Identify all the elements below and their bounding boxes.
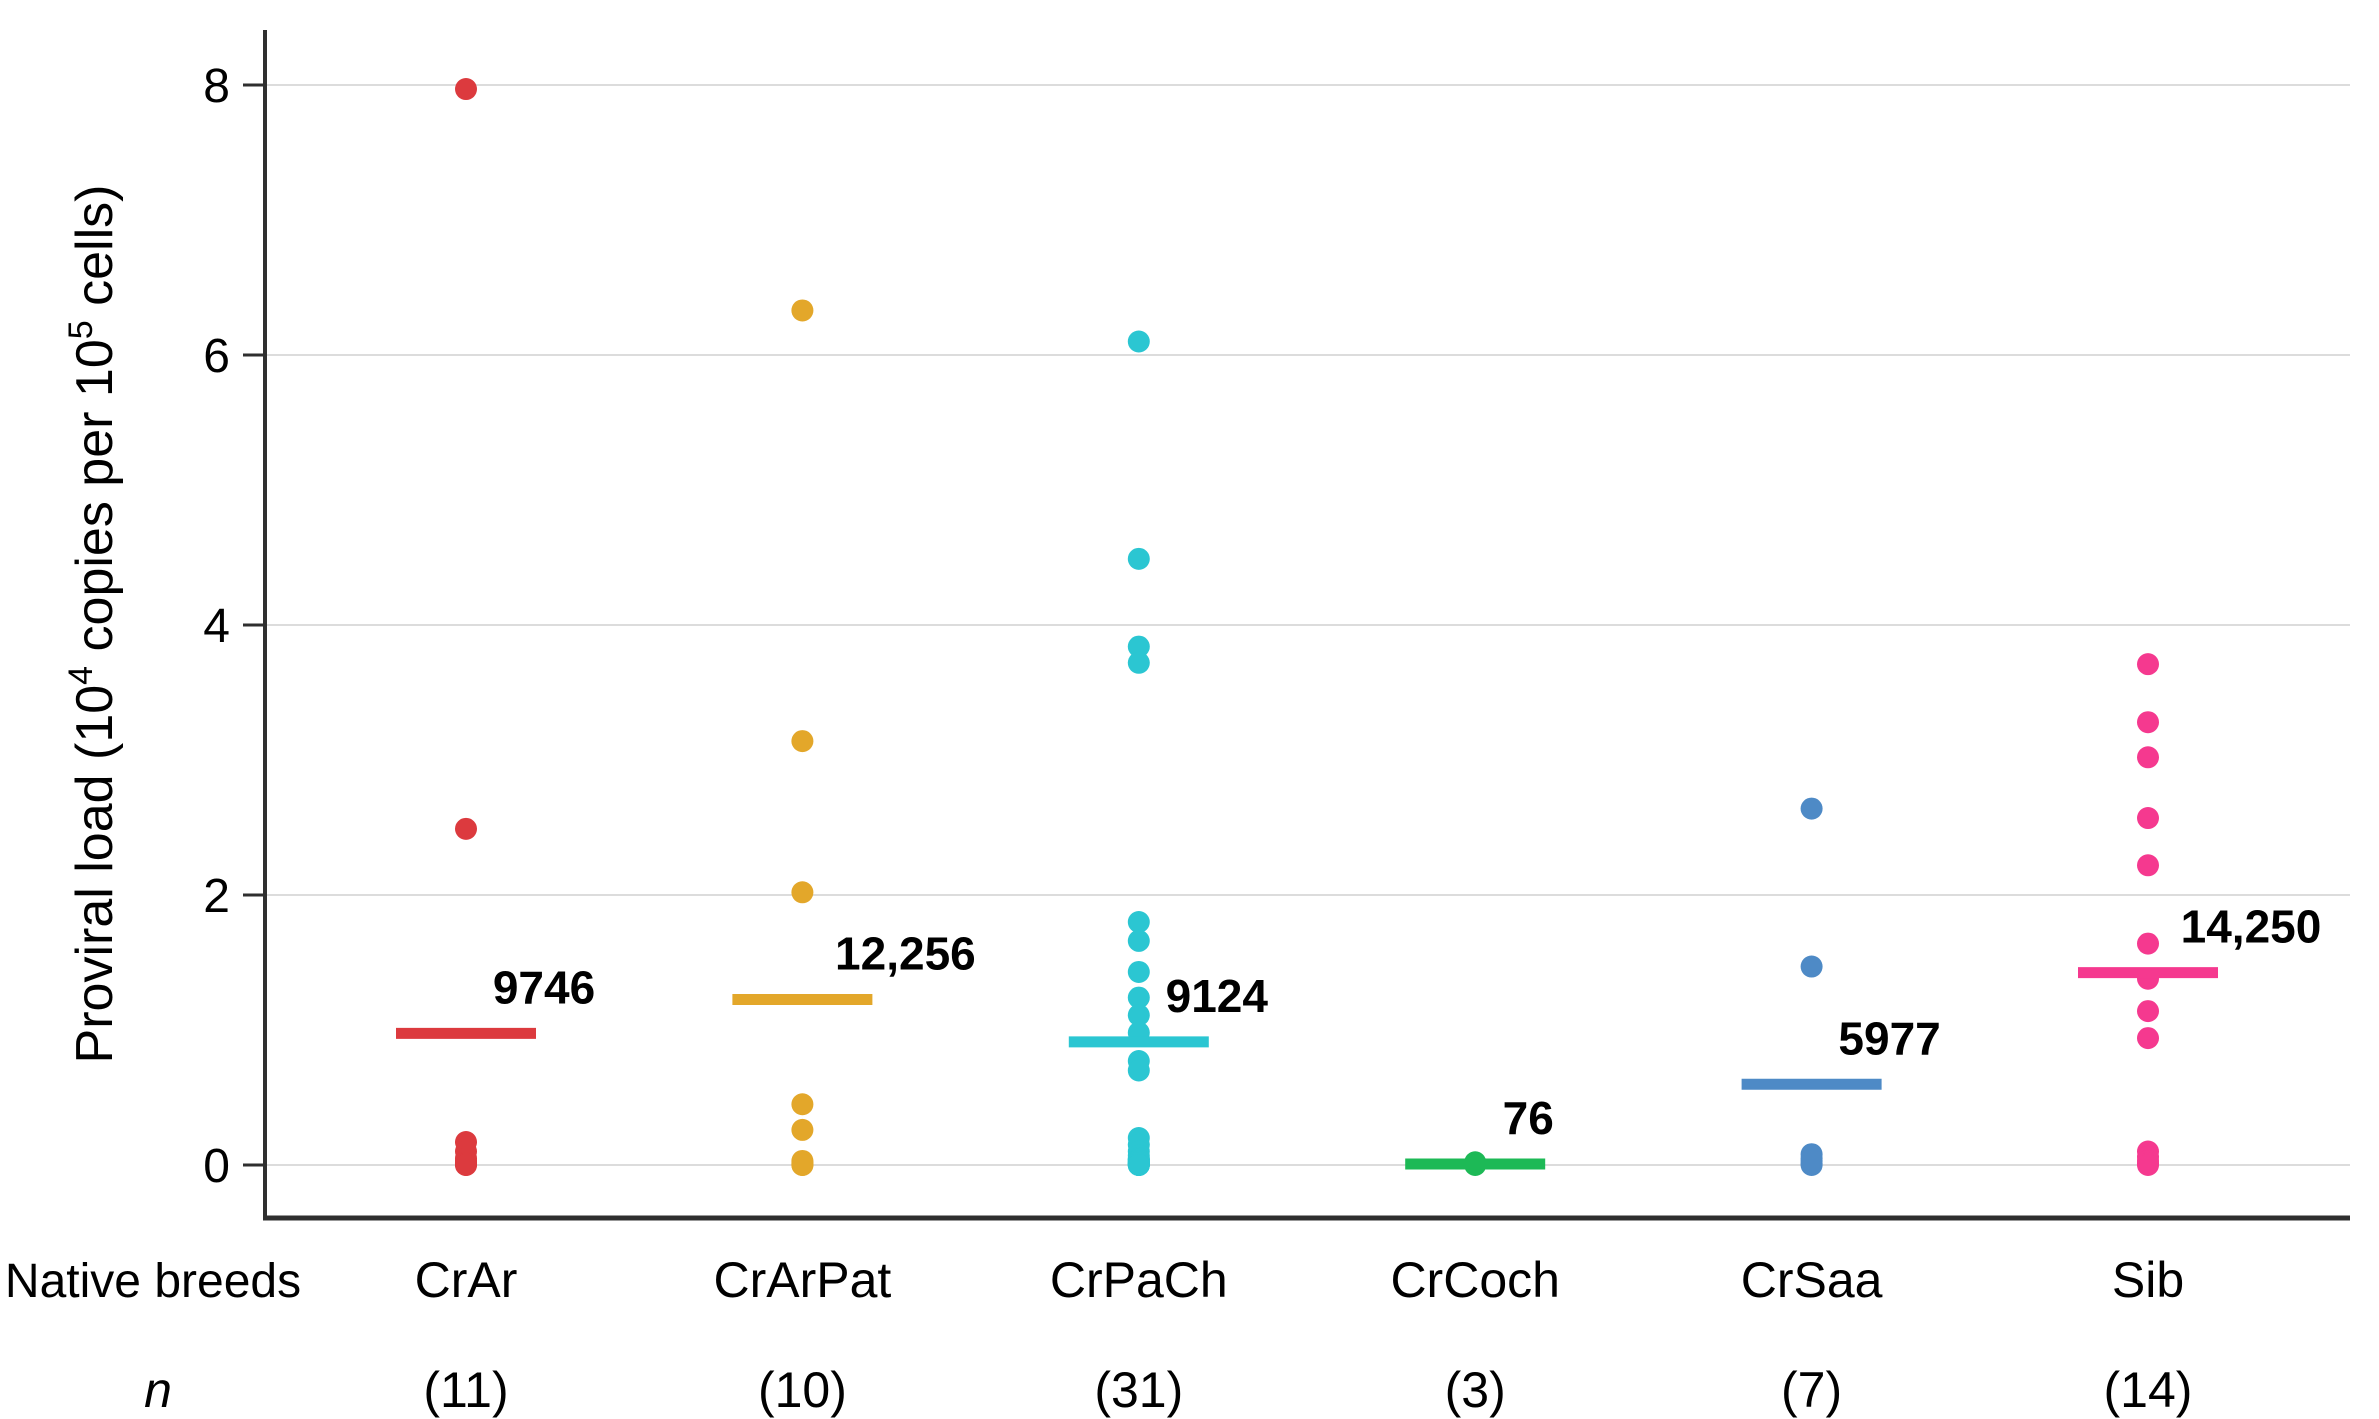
data-point	[1127, 911, 1150, 933]
sample-count-label: (7)	[1781, 1362, 1842, 1418]
mean-value-label: 5977	[1838, 1012, 1940, 1064]
data-point	[2137, 1000, 2159, 1023]
series-CrSaa: 5977	[1741, 797, 1941, 1176]
y-axis-title: Proviral load (104 copies per 105 cells)	[62, 185, 124, 1064]
data-point	[791, 730, 814, 753]
data-point	[791, 881, 814, 904]
mean-value-label: 9124	[1166, 970, 1269, 1022]
series-CrAr: 9746	[396, 78, 595, 1176]
data-point	[791, 1118, 814, 1141]
data-point	[791, 1154, 814, 1176]
series-CrArPat: 12,256	[732, 299, 976, 1176]
data-series: 9746 12,256 9124 76 5977 14,250	[396, 78, 2321, 1176]
data-point	[2137, 854, 2159, 877]
data-point	[1800, 955, 1823, 978]
y-tick-label: 6	[203, 330, 230, 383]
breed-label: CrSaa	[1741, 1252, 1883, 1308]
data-point	[455, 1154, 477, 1176]
breed-label: CrPaCh	[1050, 1252, 1228, 1308]
gridlines	[265, 84, 2350, 1166]
mean-value-label: 76	[1503, 1092, 1554, 1144]
breed-label: CrArPat	[713, 1252, 891, 1308]
data-point	[2137, 746, 2159, 769]
data-point	[1127, 960, 1150, 983]
breed-label: Sib	[2112, 1252, 2184, 1308]
data-point	[1127, 1059, 1150, 1082]
x-axis-header: Native breeds	[5, 1255, 301, 1308]
data-point	[2137, 807, 2159, 830]
data-point	[1127, 330, 1150, 353]
series-Sib: 14,250	[2078, 653, 2321, 1176]
y-tick-label: 0	[203, 1140, 230, 1193]
data-point	[1127, 547, 1150, 570]
sample-count-label: (3)	[1445, 1362, 1506, 1418]
data-point	[1800, 1154, 1823, 1176]
data-point	[1127, 651, 1150, 674]
data-point	[2137, 653, 2159, 676]
data-point	[1127, 1004, 1150, 1027]
data-point	[2137, 932, 2159, 955]
sample-count-label: (31)	[1094, 1362, 1183, 1418]
y-tick-label: 4	[203, 600, 230, 653]
data-point	[791, 299, 814, 322]
sample-count-label: (10)	[758, 1362, 847, 1418]
mean-value-label: 9746	[493, 961, 595, 1013]
data-point	[455, 817, 477, 840]
axis-labels: 0 2 4 6 8 CrAr (11) CrArPat (10) CrPaCh (31) CrCoch…	[5, 60, 2193, 1418]
axes	[243, 30, 2350, 1221]
sample-count-label: (11)	[423, 1362, 508, 1418]
data-point	[1800, 797, 1823, 820]
mean-value-label: 14,250	[2181, 901, 2322, 953]
data-point	[1127, 986, 1150, 1009]
series-CrPaCh: 9124	[1068, 330, 1269, 1176]
n-row-header: n	[144, 1362, 172, 1418]
mean-value-label: 12,256	[835, 928, 976, 980]
series-CrCoch: 76	[1405, 1092, 1554, 1176]
breed-label: CrCoch	[1390, 1252, 1559, 1308]
data-point	[2137, 1027, 2159, 1050]
data-point	[791, 1093, 814, 1116]
y-tick-label: 2	[203, 870, 230, 923]
data-point	[1127, 929, 1150, 952]
sample-count-label: (14)	[2104, 1362, 2193, 1418]
breed-label: CrAr	[415, 1252, 518, 1308]
data-point	[455, 78, 477, 101]
data-point	[1127, 1154, 1150, 1176]
data-point	[2137, 711, 2159, 734]
data-point	[2137, 1154, 2159, 1176]
data-point	[1127, 635, 1150, 658]
y-tick-label: 8	[203, 60, 230, 113]
